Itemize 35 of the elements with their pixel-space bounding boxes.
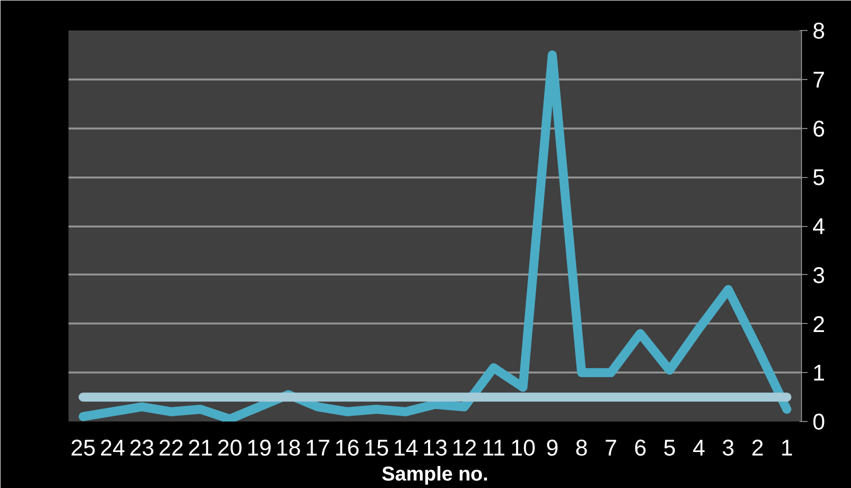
y-tick-label: 1 [812,360,826,386]
x-tick-label: 20 [217,434,242,460]
x-tick-label: 4 [692,434,706,460]
x-tick-label: 7 [604,434,618,460]
x-tick-label: 25 [70,434,96,460]
y-tick-label: 2 [812,310,826,337]
x-tick-label: 16 [334,434,360,460]
y-tick-label: 3 [812,262,826,288]
y-tick-label: 0 [812,408,826,434]
x-tick-label: 12 [452,434,477,460]
x-tick-label: 5 [663,434,676,460]
x-tick-label: 13 [422,434,448,460]
x-tick-label: 9 [546,434,559,460]
x-tick-label: 24 [100,434,126,460]
x-tick-label: 6 [634,434,647,460]
x-tick-label: 11 [482,434,506,460]
x-tick-label: 19 [246,434,272,460]
x-tick-label: 23 [129,434,154,460]
y-tick-label: 5 [812,164,826,190]
x-tick-label: 22 [158,434,184,460]
x-tick-label: 17 [305,434,330,460]
x-tick-label: 14 [393,434,418,460]
x-tick-label: 21 [188,434,214,460]
x-tick-label: 10 [510,434,536,460]
x-tick-label: 2 [751,434,764,460]
x-tick-label: 8 [575,434,588,460]
y-tick-label: 6 [812,115,826,142]
x-tick-label: 1 [780,434,794,460]
x-tick-label: 3 [722,434,735,460]
x-axis-title: Sample no. [382,464,488,486]
x-tick-label: 15 [364,434,389,460]
y-tick-label: 8 [812,18,826,44]
y-tick-label: 4 [812,213,826,239]
y-tick-label: 7 [812,66,826,92]
x-tick-label: 18 [276,434,302,460]
